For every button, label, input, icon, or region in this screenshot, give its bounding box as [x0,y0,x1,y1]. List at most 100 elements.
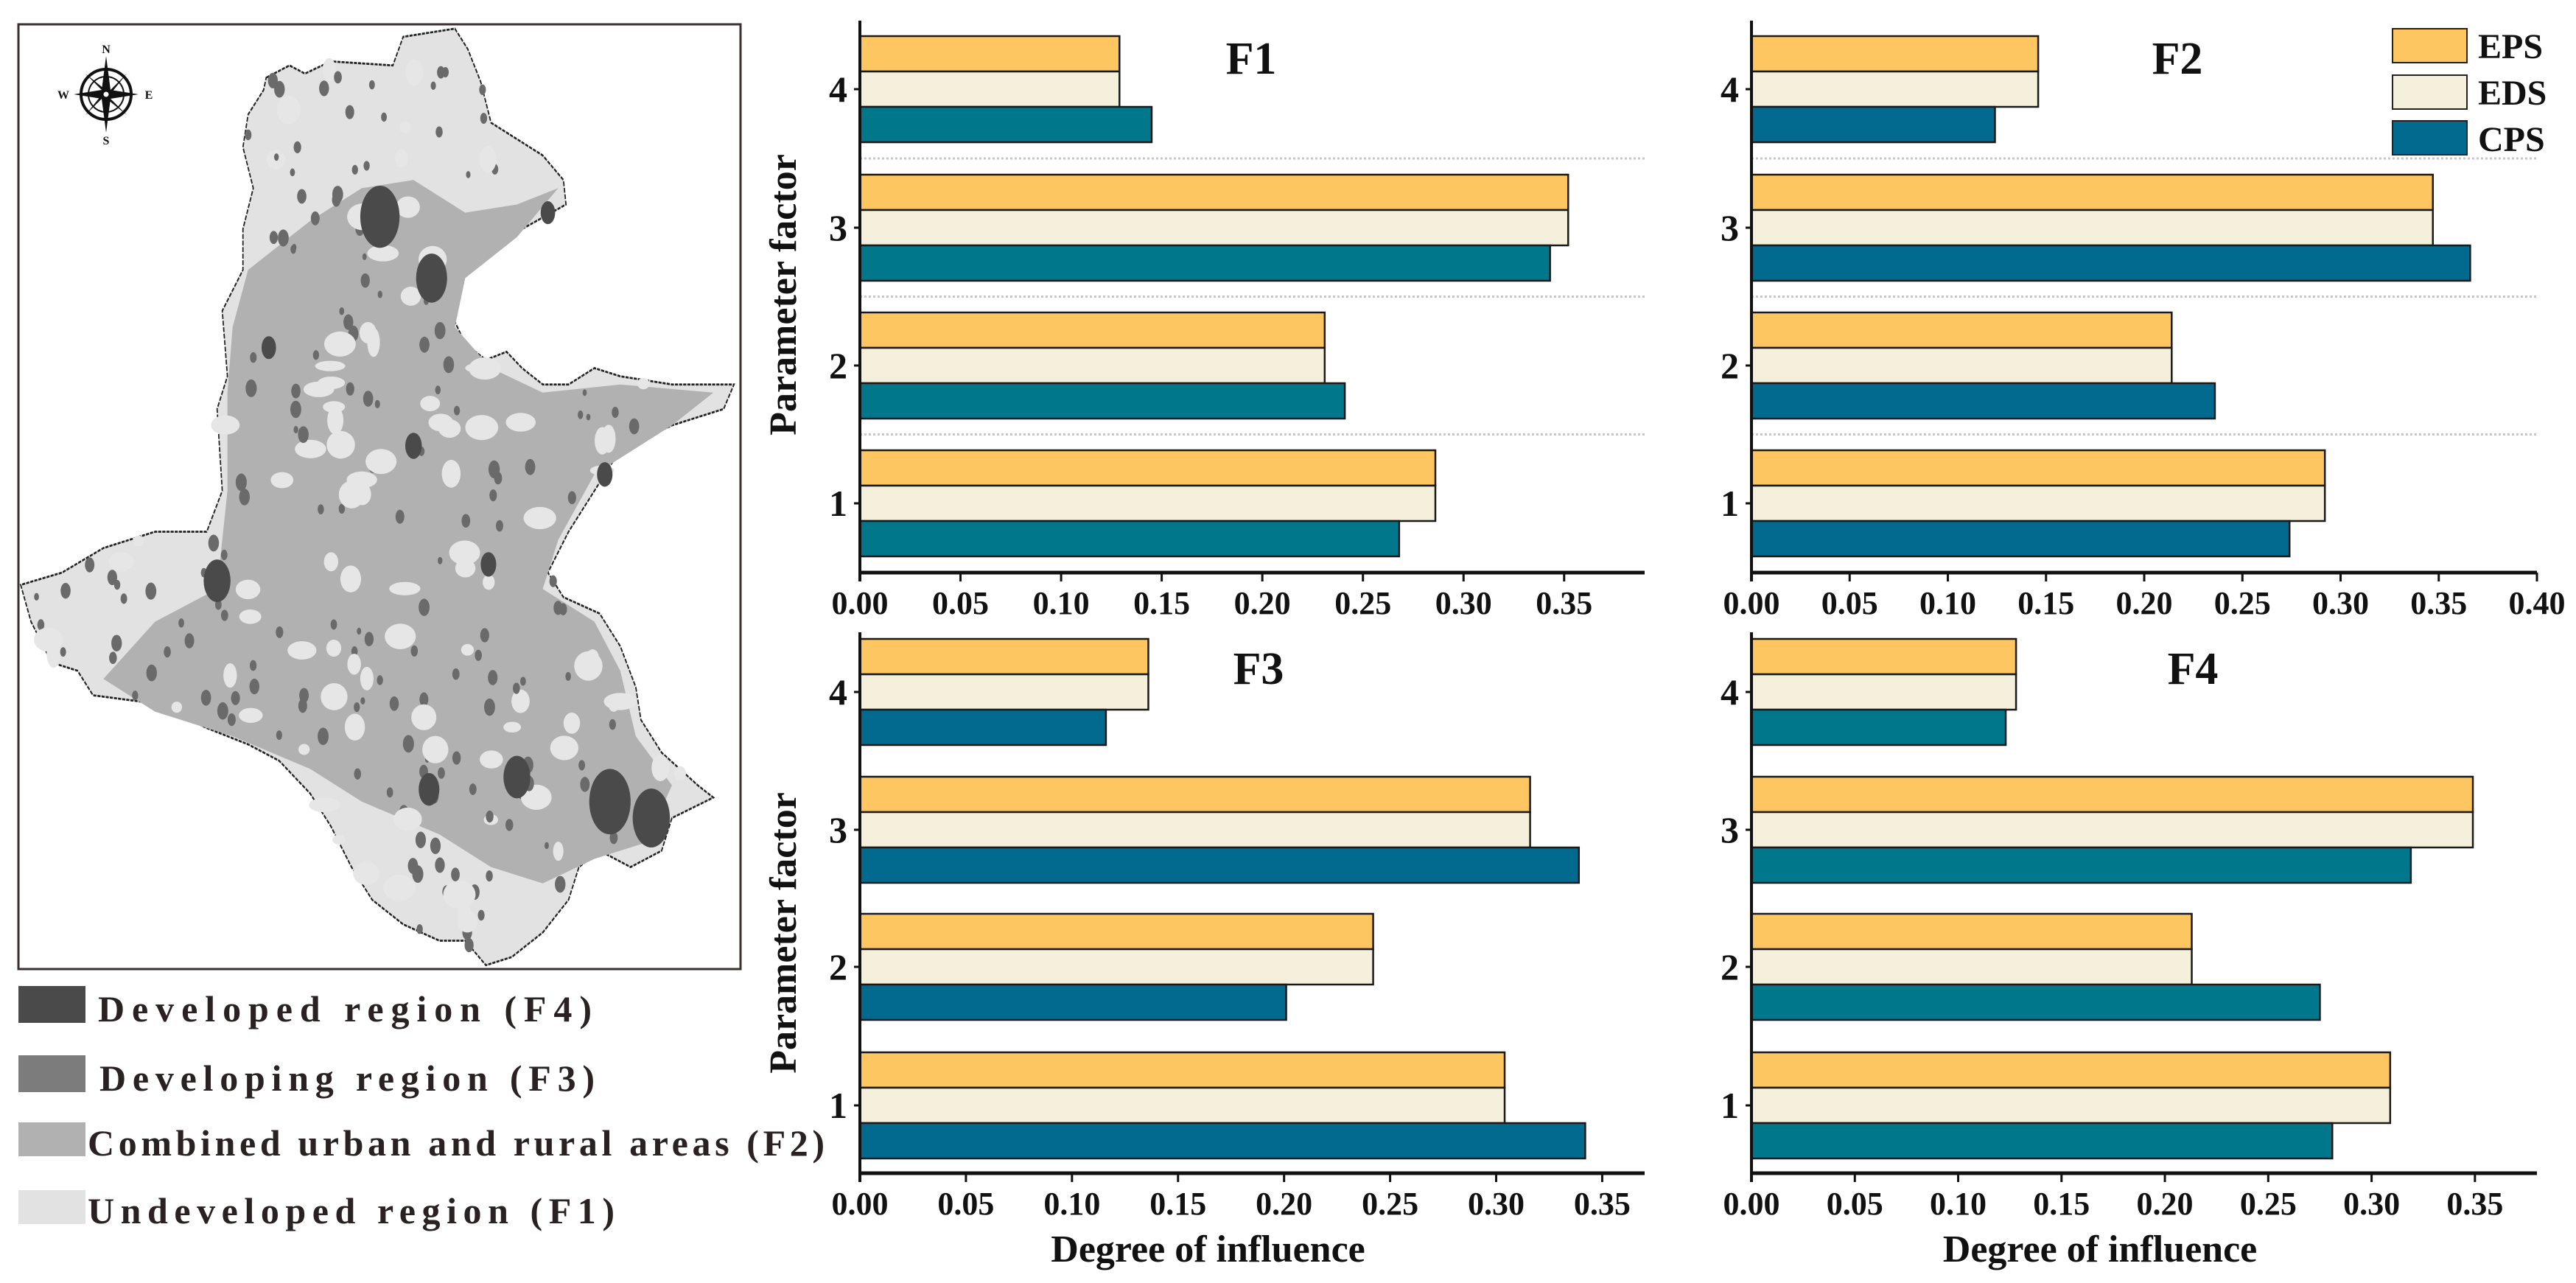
developing-patch [214,599,222,610]
legend-label-eds: EDS [2478,74,2547,113]
developed-patch [360,185,400,248]
developing-patch [298,426,309,444]
compass-w: W [57,89,69,102]
developing-patch [250,352,257,363]
chart-title: F2 [2152,34,2203,84]
undeveloped-patch [457,902,472,926]
map-legend-swatch [18,1122,85,1156]
developing-patch [435,857,445,873]
developing-patch [480,113,488,125]
developing-patch [475,649,482,661]
map-legend-label: Developing region (F3) [99,1057,595,1099]
bar-eds-2 [858,948,1374,986]
compass-e: E [145,89,153,102]
undeveloped-patch [323,401,346,413]
developing-patch [312,350,320,360]
map-legend-item-f4: Developed region (F4) [18,986,592,1029]
bar-eds-4 [1750,673,2017,711]
undeveloped-patch [344,713,365,741]
undeveloped-patch [287,641,317,660]
bar-eps-2 [858,311,1326,349]
map-legend: Developed region (F4) Developing region … [18,986,825,1231]
developing-patch [453,405,461,416]
legend-item-eps: EPS [2392,27,2543,66]
developing-patch [496,520,503,532]
developing-patch [208,534,220,552]
undeveloped-patch [480,750,503,769]
undeveloped-patch [550,735,579,761]
developing-patch [178,618,184,628]
undeveloped-patch [295,439,326,458]
undeveloped-patch [405,59,424,86]
developing-patch [374,399,380,408]
x-tick-label: 0.25 [1362,1186,1418,1222]
bar-cps-4 [858,708,1107,747]
undeveloped-patch [239,609,262,624]
x-tick-label: 0.20 [2137,1186,2194,1222]
developing-patch [273,153,279,161]
undeveloped-patch [223,663,237,688]
developing-patch [430,837,441,855]
developing-patch [505,819,514,831]
compass-s: S [103,135,110,147]
bar-eps-4 [858,637,1149,676]
developing-patch [452,668,460,680]
x-tick-label: 0.00 [1723,1186,1780,1222]
y-tick-label: 4 [829,671,847,713]
undeveloped-patch [332,834,346,845]
undeveloped-patch [396,196,420,218]
developing-patch [377,290,382,298]
map-legend-swatch [18,986,85,1023]
developing-patch [330,619,337,630]
developing-patch [357,627,362,635]
developing-patch [164,646,171,658]
developing-patch [298,699,307,713]
chart-title: F3 [1233,644,1284,694]
legend-item-eds: EDS [2392,74,2547,113]
x-tick-label: 0.00 [832,585,889,621]
developing-patch [452,751,461,765]
developing-patch [368,80,375,90]
developing-patch [37,619,45,631]
developing-patch [34,592,39,601]
undeveloped-patch [323,331,356,357]
x-tick-label: 0.30 [2343,1186,2400,1222]
chart-f3: 1 2 3 4 0.00 0.05 0.10 0.15 0.20 0.25 0.30 0.35 F3 Pa… [763,632,1645,1270]
compass-rose: N E S W [57,43,153,147]
developing-patch [419,336,430,353]
x-tick-label: 0.15 [1133,585,1190,621]
x-tick-label: 0.35 [2410,585,2467,621]
chart-title: F1 [1226,34,1277,84]
developing-patch [486,810,494,823]
undeveloped-patch [411,704,437,730]
developing-patch [227,713,236,727]
undeveloped-patch [586,649,599,665]
x-axis-label: Degree of influence [1943,1228,2257,1270]
developing-patch [519,677,526,686]
developing-patch [419,692,429,707]
developing-patch [60,647,66,657]
x-tick-label: 0.05 [1827,1186,1883,1222]
map-legend-item-f1: Undeveloped region (F1) [18,1190,615,1231]
developing-patch [513,682,520,694]
x-tick-label: 0.05 [1821,585,1878,621]
x-tick-label: 0.10 [1919,585,1976,621]
developing-patch [544,842,549,850]
bar-cps-4 [858,105,1153,144]
bar-cps-1 [858,520,1401,558]
developing-patch [146,664,157,682]
developing-patch [239,488,250,506]
developing-patch [235,473,247,492]
developing-patch [438,556,443,564]
developing-patch [582,389,587,396]
developing-patch [586,413,591,421]
developing-patch [553,601,563,615]
undeveloped-patch [503,721,522,733]
developing-patch [290,168,295,177]
undeveloped-patch [347,654,361,675]
x-tick-label: 0.20 [2116,585,2173,621]
developing-patch [364,632,374,646]
developing-patch [415,831,427,848]
developing-patch [360,697,365,705]
developing-patch [220,609,228,621]
